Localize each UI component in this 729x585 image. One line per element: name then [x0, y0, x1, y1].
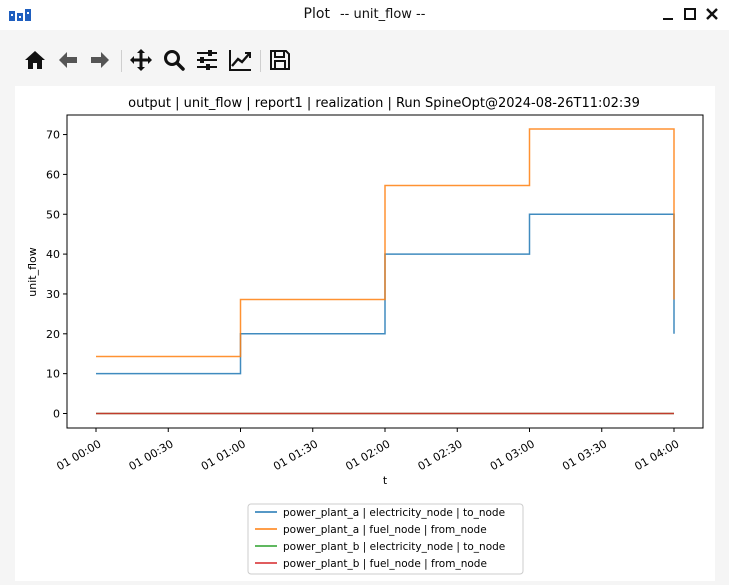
x-tick-label: 01 03:00	[488, 437, 537, 473]
floppy-disk-icon	[270, 50, 290, 70]
legend: power_plant_a | electricity_node | to_no…	[247, 503, 524, 575]
x-axis: 01 00:00 01 00:30 01 01:00 01 01:30 01 02:00…	[54, 428, 682, 473]
y-tick-label: 10	[46, 368, 60, 381]
y-tick-label: 0	[53, 408, 60, 421]
y-tick-label: 60	[46, 168, 60, 181]
x-tick-label: 01 00:00	[54, 437, 103, 473]
maximize-icon[interactable]	[682, 6, 698, 22]
minimize-icon[interactable]	[660, 6, 676, 22]
y-tick-label: 40	[46, 248, 60, 261]
move-icon	[130, 49, 152, 71]
x-axis-label: t	[383, 474, 388, 487]
x-tick-label: 01 02:00	[343, 437, 392, 473]
arrow-right-icon	[91, 52, 109, 68]
y-tick-label: 50	[46, 208, 60, 221]
chart-title: output | unit_flow | report1 | realizati…	[128, 96, 640, 111]
app-icon	[9, 9, 31, 21]
close-icon[interactable]	[704, 6, 720, 22]
legend-entry: power_plant_b | fuel_node | from_node	[283, 558, 487, 570]
chart: output | unit_flow | report1 | realizati…	[26, 96, 704, 575]
arrow-left-icon	[59, 52, 77, 68]
pan-button[interactable]	[129, 48, 153, 72]
x-tick-label: 01 00:30	[127, 437, 176, 473]
line-chart-icon	[229, 50, 251, 71]
legend-entry: power_plant_b | electricity_node | to_no…	[283, 541, 505, 553]
title-bar: Plot -- unit_flow --	[0, 0, 729, 30]
forward-button[interactable]	[88, 48, 112, 72]
zoom-button[interactable]	[162, 48, 186, 72]
toolbar-separator	[260, 50, 261, 72]
figure-canvas: output | unit_flow | report1 | realizati…	[15, 86, 715, 581]
save-button[interactable]	[268, 48, 292, 72]
window-title-text: Plot	[303, 6, 330, 22]
y-axis: 0 10 20 30 40 50 60 70	[46, 129, 67, 421]
configure-subplots-button[interactable]	[195, 48, 219, 72]
y-axis-label: unit_flow	[26, 247, 39, 296]
legend-box	[247, 503, 524, 575]
y-tick-label: 70	[46, 129, 60, 142]
back-button[interactable]	[56, 48, 80, 72]
x-tick-label: 01 03:30	[560, 437, 609, 473]
x-tick-label: 01 04:00	[632, 437, 681, 473]
y-tick-label: 20	[46, 328, 60, 341]
legend-entry: power_plant_a | electricity_node | to_no…	[283, 507, 505, 519]
y-tick-label: 30	[46, 288, 60, 301]
home-button[interactable]	[23, 48, 47, 72]
x-tick-label: 01 01:30	[271, 437, 320, 473]
home-icon	[25, 51, 45, 69]
plot-series	[96, 128, 675, 415]
window-subtitle-text: -- unit_flow --	[339, 7, 426, 22]
sliders-icon	[197, 50, 217, 70]
legend-entry: power_plant_a | fuel_node | from_node	[283, 524, 487, 536]
toolbar-separator	[121, 50, 122, 72]
window-title: Plot -- unit_flow --	[0, 6, 729, 22]
x-tick-label: 01 02:30	[416, 437, 465, 473]
toolbar	[0, 40, 729, 80]
series-line	[96, 128, 675, 358]
x-tick-label: 01 01:00	[199, 437, 248, 473]
edit-axis-button[interactable]	[228, 48, 252, 72]
magnifier-icon	[164, 50, 185, 71]
